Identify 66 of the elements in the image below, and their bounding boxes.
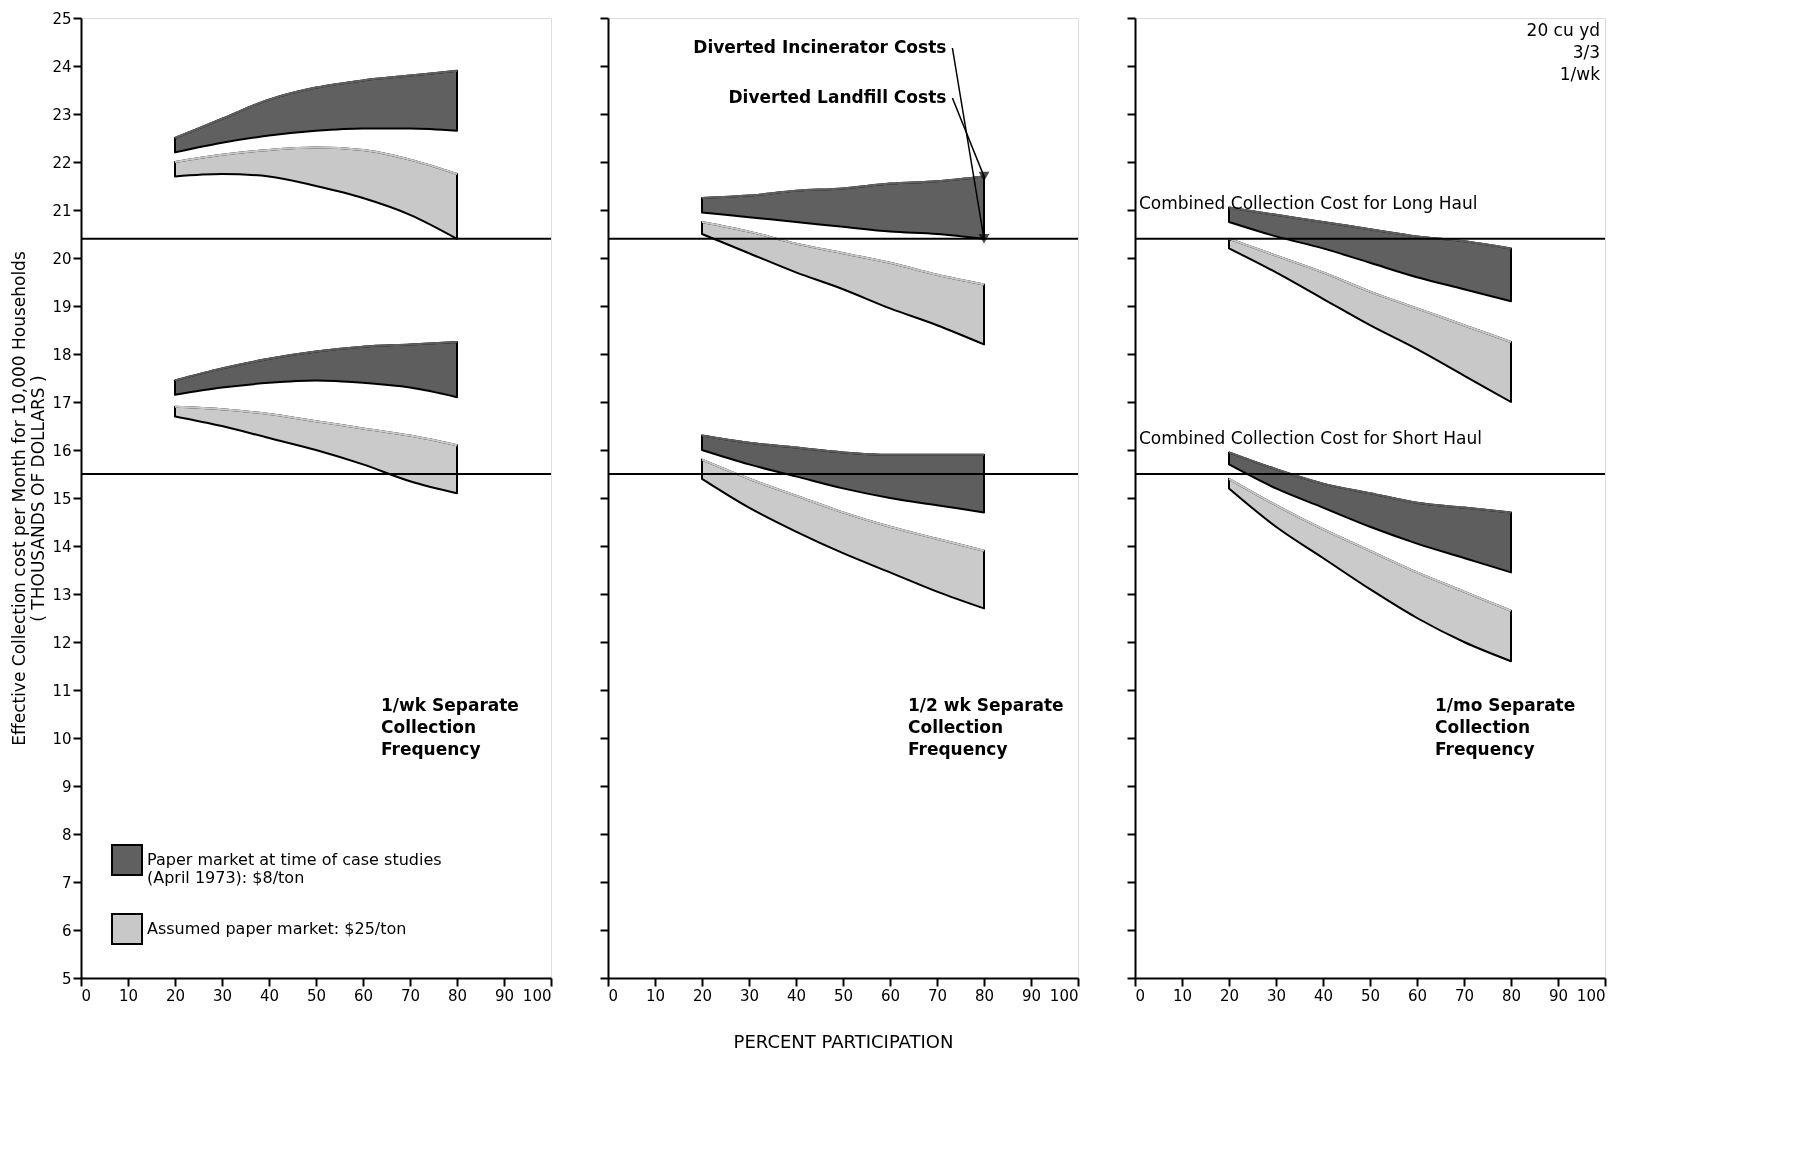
y-tick-label: 14	[52, 537, 72, 556]
x-tick-label: 10	[1172, 986, 1193, 1005]
y-tick-label: 22	[52, 153, 72, 172]
x-tick-label: 50	[1360, 986, 1381, 1005]
y-tick-label: 17	[52, 393, 72, 412]
y-tick-label: 5	[61, 969, 72, 988]
x-tick-label: 70	[1454, 986, 1475, 1005]
y-tick-label: 12	[52, 633, 72, 652]
x-tick-label: 0	[81, 986, 92, 1005]
x-tick-label: 10	[118, 986, 139, 1005]
x-tick-label: 10	[645, 986, 666, 1005]
x-tick-label: 40	[786, 986, 807, 1005]
legend-label: Paper market at time of case studies (April 1973): $8/ton	[147, 850, 442, 887]
y-tick-label: 7	[61, 873, 72, 892]
y-tick-label: 6	[61, 921, 72, 940]
x-tick-label: 70	[400, 986, 421, 1005]
x-tick-label: 30	[212, 986, 233, 1005]
x-tick-label: 40	[1313, 986, 1334, 1005]
x-tick-label: 50	[306, 986, 327, 1005]
y-tick-label: 21	[52, 201, 72, 220]
y-tick-label: 13	[52, 585, 72, 604]
y-tick-label: 8	[61, 825, 72, 844]
y-tick-label: 20	[52, 249, 72, 268]
x-tick-label: 80	[1501, 986, 1522, 1005]
ref-line-label: Combined Collection Cost for Short Haul	[1139, 428, 1482, 448]
x-tick-label: 70	[927, 986, 948, 1005]
x-tick-label: 30	[739, 986, 760, 1005]
x-tick-label: 20	[692, 986, 713, 1005]
x-tick-label: 80	[974, 986, 995, 1005]
x-tick-label: 90	[1548, 986, 1569, 1005]
x-tick-label: 100	[1049, 986, 1079, 1005]
y-tick-label: 16	[52, 441, 72, 460]
x-tick-label: 80	[447, 986, 468, 1005]
annotation: 20 cu yd 3/3 1/wk	[1526, 20, 1601, 84]
x-tick-label: 0	[1135, 986, 1146, 1005]
y-tick-label: 15	[52, 489, 72, 508]
y-tick-label: 9	[61, 777, 72, 796]
annotation: 1/2 wk Separate Collection Frequency	[908, 695, 1064, 759]
x-tick-label: 50	[833, 986, 854, 1005]
y-tick-label: 10	[52, 729, 72, 748]
legend-label: Assumed paper market: $25/ton	[147, 919, 407, 938]
x-axis-title: PERCENT PARTICIPATION	[733, 1030, 954, 1052]
x-tick-label: 90	[494, 986, 515, 1005]
annotation: Diverted Landfill Costs	[728, 87, 947, 107]
annotation: Diverted Incinerator Costs	[693, 37, 947, 57]
x-tick-label: 90	[1021, 986, 1042, 1005]
x-tick-label: 60	[880, 986, 901, 1005]
annotation: 1/mo Separate Collection Frequency	[1435, 695, 1576, 759]
y-tick-label: 18	[52, 345, 72, 364]
x-tick-label: 100	[1576, 986, 1606, 1005]
x-tick-label: 20	[1219, 986, 1240, 1005]
x-tick-label: 60	[353, 986, 374, 1005]
ref-line-label: Combined Collection Cost for Long Haul	[1139, 192, 1478, 213]
x-tick-label: 100	[522, 986, 552, 1005]
x-tick-label: 40	[259, 986, 280, 1005]
x-tick-label: 0	[608, 986, 619, 1005]
y-tick-label: 11	[52, 681, 72, 700]
y-tick-label: 24	[52, 57, 72, 76]
x-tick-label: 30	[1266, 986, 1287, 1005]
x-tick-label: 20	[165, 986, 186, 1005]
annotation: 1/wk Separate Collection Frequency	[381, 695, 519, 759]
y-tick-label: 23	[52, 105, 72, 124]
x-tick-label: 60	[1407, 986, 1428, 1005]
y-tick-label: 25	[52, 9, 72, 28]
y-axis-title: Effective Collection cost per Month for 10,000 Households ( THOUSANDS OF DOLLARS )	[9, 251, 49, 746]
y-tick-label: 19	[52, 297, 72, 316]
